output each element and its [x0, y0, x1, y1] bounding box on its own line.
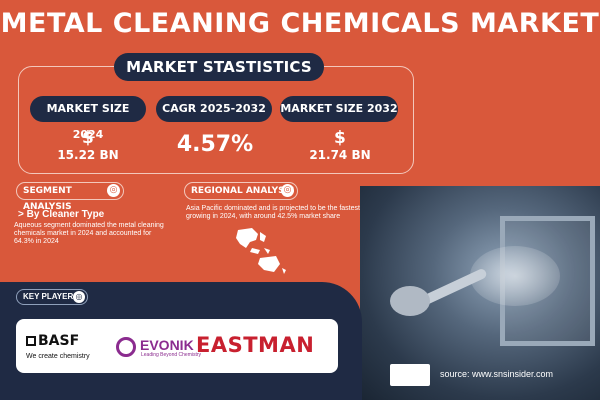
- stat-label-market-size-2024: MARKET SIZE 2024: [30, 96, 146, 141]
- segment-subheading: > By Cleaner Type: [18, 209, 105, 220]
- stat-value-market-size-2024: 15.22 BN: [57, 148, 119, 162]
- stat-label-market-size-2032: MARKET SIZE 2032: [280, 96, 398, 122]
- product-photo-spray-cleaning: [360, 186, 600, 400]
- basf-wordmark: BASF: [38, 333, 80, 349]
- stat-value-cagr: 4.57%: [176, 132, 254, 157]
- currency-symbol-2024: $: [82, 128, 94, 148]
- globe-icon: ◎: [107, 184, 120, 197]
- basf-logo: BASF: [26, 333, 79, 349]
- segment-analysis-label: SEGMENT ANALYSIS ◎: [16, 182, 124, 212]
- page-title: METAL CLEANING CHEMICALS MARKET: [0, 8, 600, 39]
- key-players-label: KEY PLAYERS ◎: [16, 289, 88, 305]
- eastman-logo: EASTMAN: [196, 333, 315, 357]
- globe-icon: ◎: [281, 184, 294, 197]
- stat-value-market-size-2032: 21.74 BN: [309, 148, 371, 162]
- key-players-logos: BASF We create chemistry EVONIK Leading …: [16, 319, 338, 373]
- key-players-text: KEY PLAYERS: [23, 292, 79, 301]
- segment-analysis-text: SEGMENT ANALYSIS: [23, 186, 72, 212]
- evonik-wordmark: EVONIK: [140, 337, 194, 353]
- segment-description: Aqueous segment dominated the metal clea…: [14, 222, 164, 245]
- currency-symbol-2032: $: [334, 128, 346, 148]
- asia-pacific-map-icon: [236, 228, 286, 274]
- stats-header: MARKET STASTISTICS: [114, 53, 324, 81]
- gloved-hand: [390, 286, 430, 316]
- regional-analysis-text: REGIONAL ANALYSIS: [191, 186, 295, 196]
- regional-description: Asia Pacific dominated and is projected …: [186, 205, 363, 220]
- evonik-tagline: Leading Beyond Chemistry: [141, 352, 202, 358]
- source-text: source: www.snsinsider.com: [440, 369, 554, 379]
- regional-analysis-label: REGIONAL ANALYSIS ◎: [184, 182, 298, 200]
- snsinsider-logo: [390, 364, 430, 386]
- globe-icon: ◎: [73, 291, 85, 303]
- stat-label-cagr: CAGR 2025-2032: [156, 96, 272, 122]
- evonik-logo-icon: [116, 337, 136, 357]
- basf-tagline: We create chemistry: [26, 353, 90, 360]
